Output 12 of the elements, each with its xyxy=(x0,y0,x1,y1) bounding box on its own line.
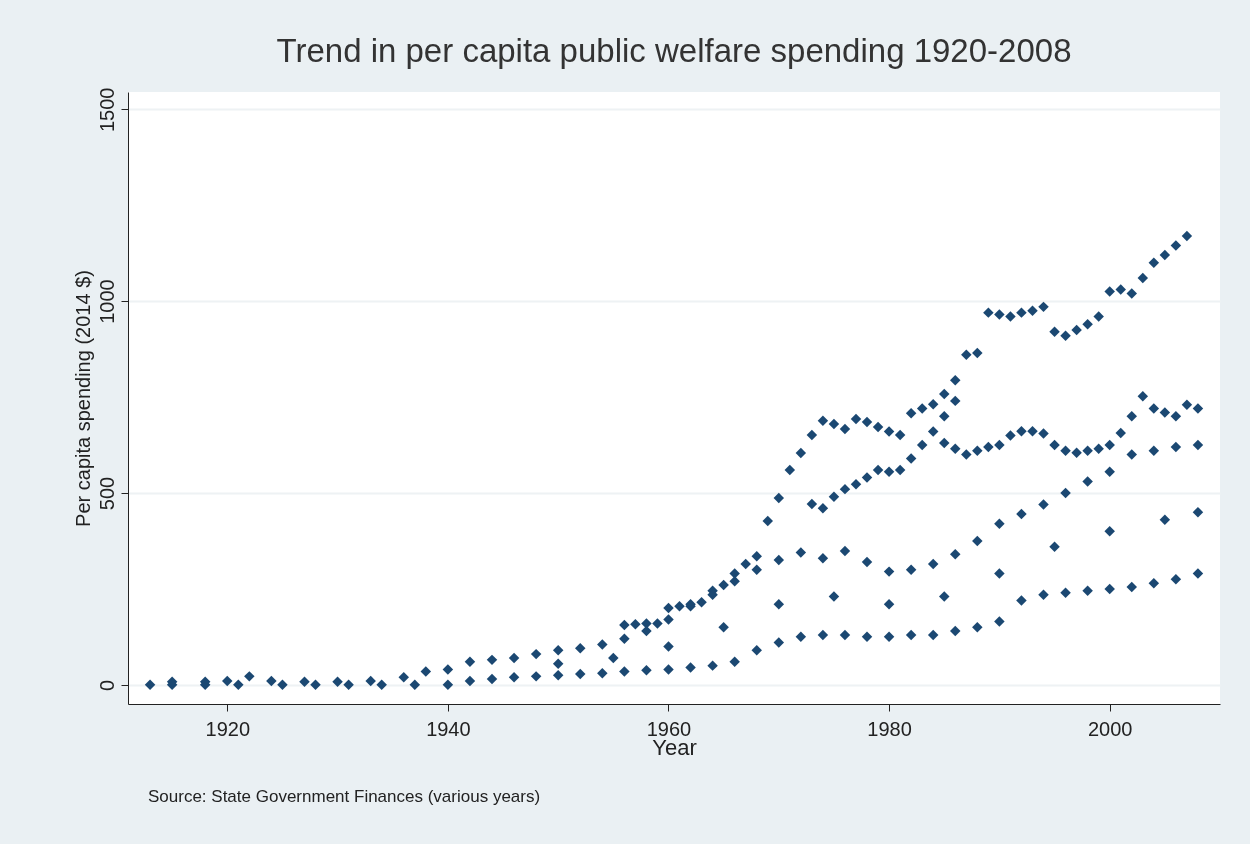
x-tick-label: 1960 xyxy=(646,717,692,740)
y-axis-title: Per capita spending (2014 $) xyxy=(71,270,94,527)
x-tick-label: 1920 xyxy=(205,717,251,740)
x-tick-label: 2000 xyxy=(1087,717,1133,740)
source-note: Source: State Government Finances (various years) xyxy=(148,787,541,806)
y-tick-label: 500 xyxy=(95,476,118,511)
chart-title: Trend in per capita public welfare spending 1920-2008 xyxy=(276,32,1072,70)
y-tick-label: 0 xyxy=(95,679,118,691)
x-tick-label: 1940 xyxy=(426,717,471,740)
x-tick-label: 1980 xyxy=(867,717,912,740)
y-tick-label: 1500 xyxy=(95,87,118,133)
y-tick-label: 1000 xyxy=(95,279,118,324)
